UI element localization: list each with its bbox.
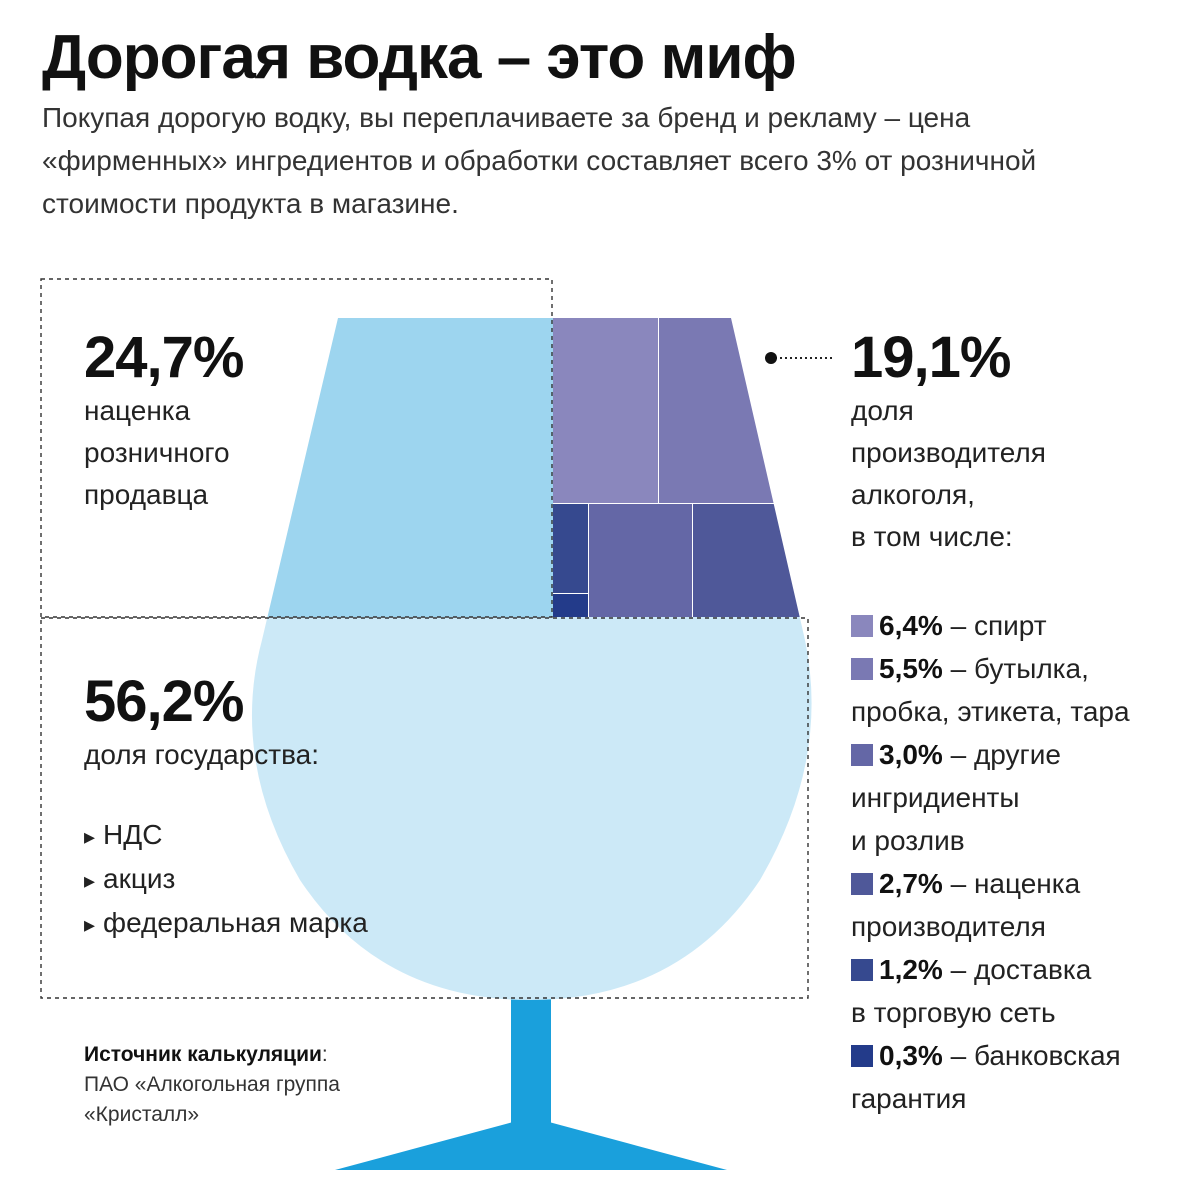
state-item: акциз: [84, 858, 504, 902]
legend-text-cont: производителя: [851, 911, 1046, 942]
legend-value: 2,7%: [879, 868, 943, 899]
producer-callout: 19,1% доля производителя алкоголя, в том…: [851, 326, 1181, 558]
state-item: федеральная марка: [84, 902, 504, 946]
legend-text-cont: гарантия: [851, 1083, 967, 1114]
producer-legend: 6,4% – спирт 5,5% – бутылка, пробка, эти…: [851, 604, 1191, 1120]
retail-label-line: розничного: [84, 437, 230, 468]
legend-item: 0,3% – банковская гарантия: [851, 1034, 1191, 1120]
legend-item: 3,0% – другие ингридиенты и розлив: [851, 733, 1191, 862]
legend-text: – спирт: [942, 610, 1047, 641]
source-note: Источник калькуляции: ПАО «Алкогольная г…: [84, 1040, 344, 1130]
producer-treemap-tile: [659, 318, 799, 503]
producer-label-line: в том числе:: [851, 521, 1013, 552]
producer-treemap-tile: [553, 504, 588, 593]
producer-treemap-tile: [553, 594, 588, 617]
legend-text: – бутылка,: [942, 653, 1089, 684]
glass-stem: [511, 998, 551, 1123]
source-text: ПАО «Алкогольная группа «Кристалл»: [84, 1073, 340, 1126]
legend-text: – наценка: [942, 868, 1081, 899]
retail-callout: 24,7% наценка розничного продавца: [84, 326, 404, 516]
legend-swatch: [851, 1045, 873, 1067]
legend-swatch: [851, 658, 873, 680]
producer-value: 19,1%: [851, 325, 1011, 390]
state-item: НДС: [84, 814, 504, 858]
legend-text-cont: пробка, этикета, тара: [851, 696, 1130, 727]
source-label: Источник калькуляции: [84, 1043, 322, 1066]
producer-treemap-tile: [589, 504, 692, 617]
state-callout: 56,2% доля государства: НДС акциз федера…: [84, 670, 504, 946]
producer-treemap: [553, 318, 812, 617]
state-label: доля государства:: [84, 739, 320, 770]
legend-value: 0,3%: [879, 1040, 943, 1071]
producer-label-line: производителя: [851, 437, 1046, 468]
legend-text-cont: в торговую сеть: [851, 997, 1056, 1028]
legend-item: 1,2% – доставка в торговую сеть: [851, 948, 1191, 1034]
retail-frame: [40, 278, 553, 618]
retail-label-line: продавца: [84, 479, 209, 510]
legend-value: 6,4%: [879, 610, 943, 641]
legend-swatch: [851, 744, 873, 766]
legend-value: 3,0%: [879, 739, 943, 770]
producer-leader-dot: [765, 352, 777, 364]
producer-treemap-tile: [553, 318, 658, 503]
legend-swatch: [851, 873, 873, 895]
legend-text: – банковская: [942, 1040, 1121, 1071]
retail-label-line: наценка: [84, 395, 191, 426]
source-colon: :: [321, 1043, 328, 1066]
page-subtitle: Покупая дорогую водку, вы переплачиваете…: [42, 102, 1037, 219]
page-title: Дорогая водка – это миф: [42, 23, 797, 92]
producer-label-line: алкоголя,: [851, 479, 975, 510]
legend-value: 1,2%: [879, 954, 943, 985]
state-frame: [40, 617, 809, 999]
legend-value: 5,5%: [879, 653, 943, 684]
state-value: 56,2%: [84, 669, 244, 734]
legend-text-cont: ингридиенты: [851, 782, 1020, 813]
glass-base: [335, 1122, 727, 1170]
legend-swatch: [851, 959, 873, 981]
legend-text: – доставка: [942, 954, 1092, 985]
producer-treemap-tile: [693, 504, 812, 617]
legend-text: – другие: [942, 739, 1061, 770]
legend-item: 2,7% – наценка производителя: [851, 862, 1191, 948]
legend-swatch: [851, 615, 873, 637]
legend-text-cont: и розлив: [851, 825, 965, 856]
legend-item: 6,4% – спирт: [851, 604, 1191, 647]
legend-item: 5,5% – бутылка, пробка, этикета, тара: [851, 647, 1191, 733]
producer-label-line: доля: [851, 395, 914, 426]
retail-value: 24,7%: [84, 325, 244, 390]
state-items-list: НДС акциз федеральная марка: [84, 814, 504, 946]
